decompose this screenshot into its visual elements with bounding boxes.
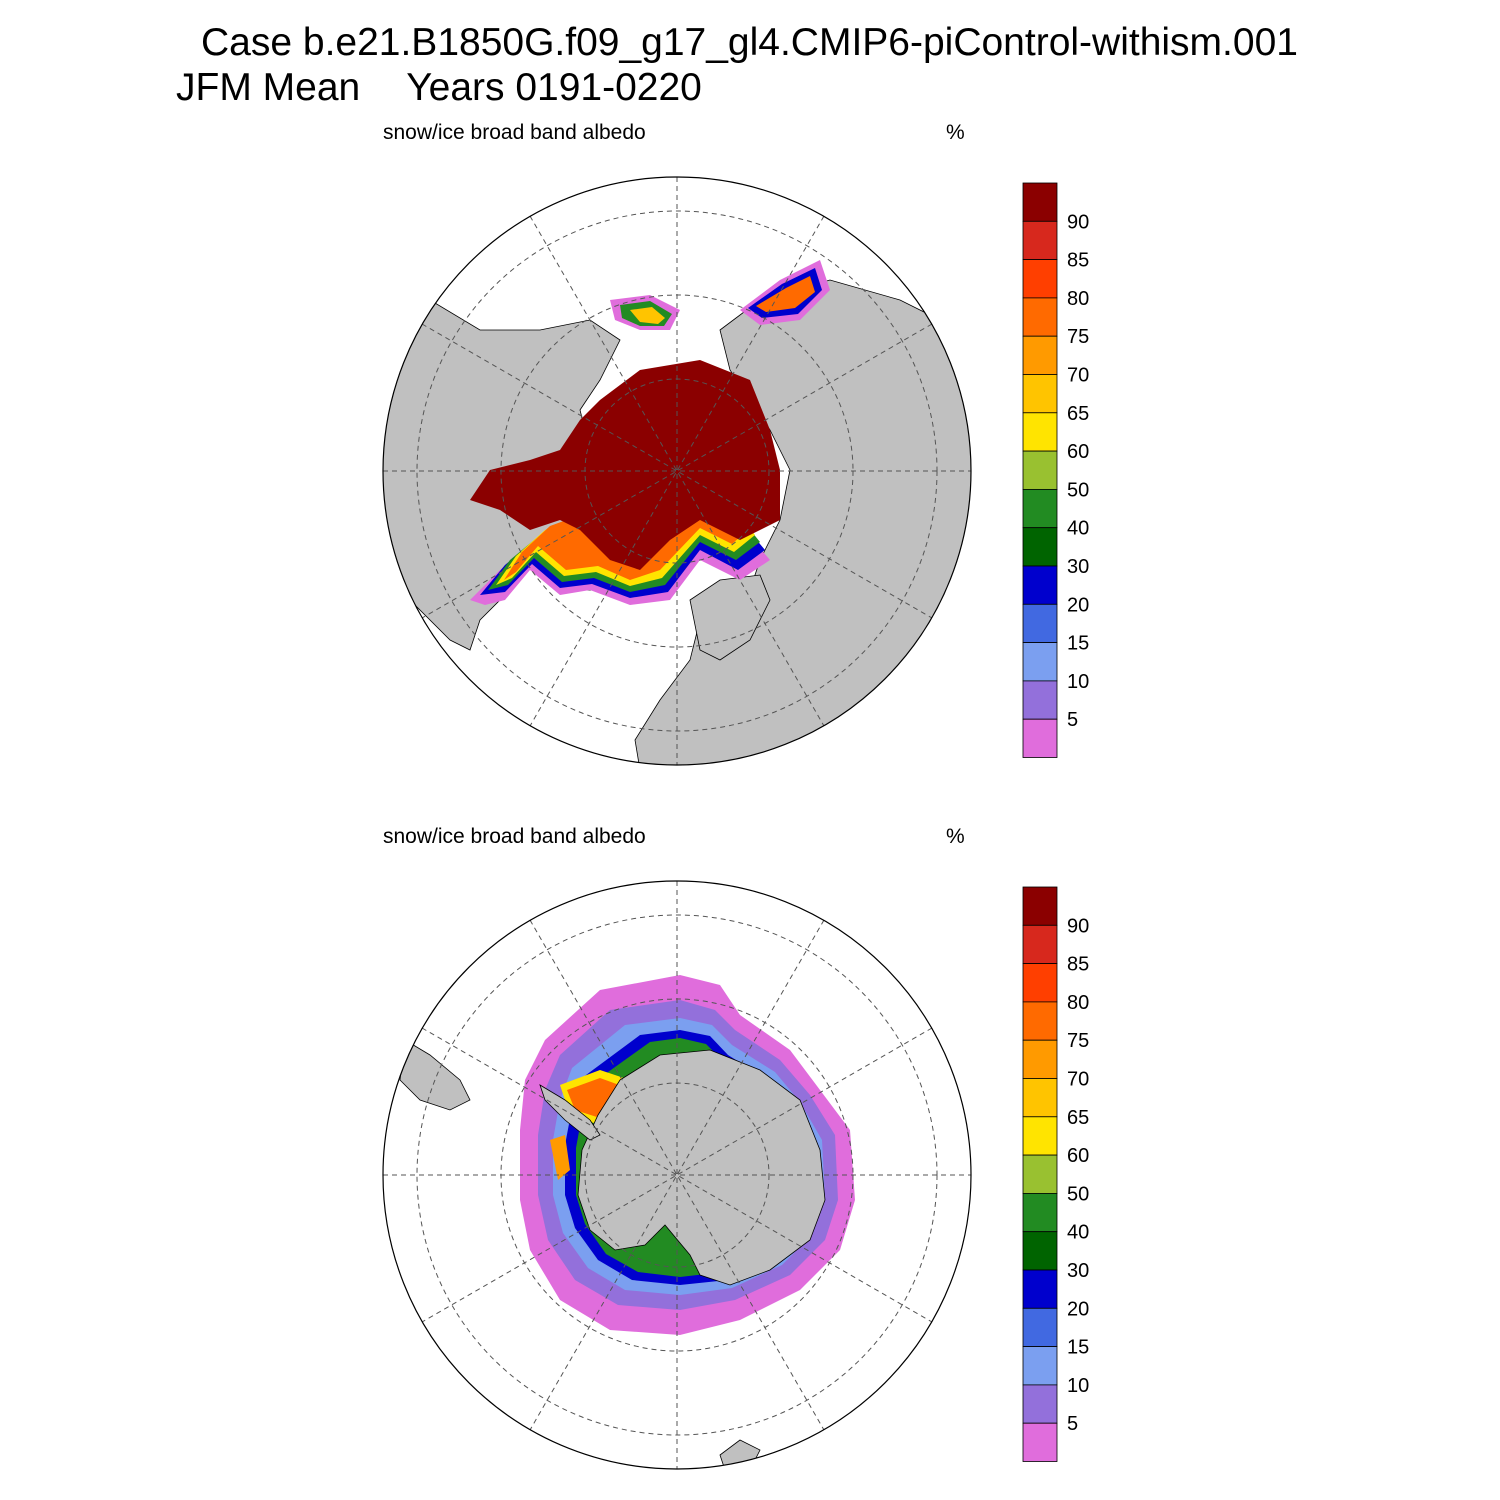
north-colorbar-tick-label: 40 [1067, 518, 1089, 540]
north-colorbar-box [1022, 642, 1058, 682]
north-colorbar-box [1022, 374, 1058, 414]
south-graticule [383, 881, 971, 1469]
south-colorbar-tick-label: 40 [1067, 1222, 1089, 1244]
south-colorbar-tick-label: 15 [1067, 1337, 1089, 1359]
south-colorbar-box [1022, 1078, 1058, 1118]
south-colorbar-box [1022, 1193, 1058, 1233]
north-colorbar-tick-label: 5 [1067, 709, 1078, 731]
south-colorbar-box [1022, 1307, 1058, 1348]
south-colorbar: 90 85 80 75 70 65 60 50 40 30 20 15 10 5 [1022, 886, 1089, 1462]
south-colorbar-tick-label: 70 [1067, 1069, 1089, 1091]
south-colorbar-box [1022, 1231, 1058, 1271]
north-colorbar-box [1022, 259, 1058, 299]
north-colorbar-tick-label: 20 [1067, 594, 1089, 616]
north-map-border [382, 176, 972, 766]
north-colorbar-tick-label: 85 [1067, 250, 1089, 272]
south-colorbar-box [1022, 1001, 1058, 1041]
south-land [399, 1039, 826, 1469]
south-polar-map [382, 880, 972, 1470]
south-colorbar-tick-label: 85 [1067, 954, 1089, 976]
north-colorbar: 90 85 80 75 70 65 60 50 40 30 20 15 10 5 [1022, 182, 1089, 758]
south-colorbar-box [1022, 963, 1058, 1003]
south-colorbar-box [1022, 1384, 1058, 1424]
north-colorbar-tick-label: 10 [1067, 671, 1089, 693]
north-colorbar-tick-label: 65 [1067, 403, 1089, 425]
north-variable-label: snow/ice broad band albedo [383, 121, 646, 144]
north-colorbar-tick-label: 50 [1067, 479, 1089, 501]
south-colorbar-box [1022, 1422, 1058, 1462]
south-units-label: % [946, 825, 965, 848]
north-colorbar-tick-label: 80 [1067, 288, 1089, 310]
north-colorbar-tick-label: 70 [1067, 365, 1089, 387]
north-colorbar-box [1022, 488, 1058, 529]
north-colorbar-tick-label: 15 [1067, 633, 1089, 655]
south-colorbar-box [1022, 924, 1058, 964]
south-colorbar-tick-label: 30 [1067, 1260, 1089, 1282]
south-colorbar-tick-label: 5 [1067, 1413, 1078, 1435]
south-colorbar-tick-label: 75 [1067, 1030, 1089, 1052]
south-colorbar-box [1022, 1346, 1058, 1386]
north-colorbar-box [1022, 450, 1058, 490]
north-units-label: % [946, 121, 965, 144]
north-graticule [383, 177, 971, 765]
north-colorbar-box [1022, 680, 1058, 720]
north-colorbar-box [1022, 565, 1058, 605]
south-variable-label: snow/ice broad band albedo [383, 825, 646, 848]
north-colorbar-box [1022, 527, 1058, 567]
south-map-border [382, 880, 972, 1470]
north-colorbar-box [1022, 718, 1058, 758]
north-colorbar-box [1022, 220, 1058, 261]
north-colorbar-box [1022, 297, 1058, 337]
south-colorbar-box [1022, 1116, 1058, 1156]
south-colorbar-box [1022, 1039, 1058, 1079]
north-colorbar-box [1022, 603, 1058, 643]
north-polar-map [382, 176, 972, 766]
south-colorbar-tick-label: 60 [1067, 1145, 1089, 1167]
south-colorbar-box [1022, 886, 1058, 926]
north-sea-ice [470, 260, 830, 605]
season-label: JFM Mean [176, 66, 361, 109]
north-colorbar-tick-label: 60 [1067, 441, 1089, 463]
period-title: JFM Mean Years 0191-0220 [176, 67, 702, 109]
south-colorbar-tick-label: 20 [1067, 1298, 1089, 1320]
north-colorbar-box [1022, 412, 1058, 452]
north-colorbar-box [1022, 335, 1058, 375]
south-colorbar-box [1022, 1269, 1058, 1309]
south-colorbar-box [1022, 1154, 1058, 1194]
north-colorbar-tick-label: 30 [1067, 556, 1089, 578]
south-colorbar-tick-label: 50 [1067, 1183, 1089, 1205]
case-title: Case b.e21.B1850G.f09_g17_gl4.CMIP6-piCo… [201, 21, 1298, 64]
north-colorbar-tick-label: 75 [1067, 326, 1089, 348]
north-colorbar-box [1022, 182, 1058, 222]
south-colorbar-tick-label: 90 [1067, 915, 1089, 937]
south-colorbar-tick-label: 80 [1067, 992, 1089, 1014]
years-label: Years 0191-0220 [406, 66, 702, 109]
south-colorbar-tick-label: 10 [1067, 1375, 1089, 1397]
south-colorbar-tick-label: 65 [1067, 1107, 1089, 1129]
north-colorbar-tick-label: 90 [1067, 211, 1089, 233]
